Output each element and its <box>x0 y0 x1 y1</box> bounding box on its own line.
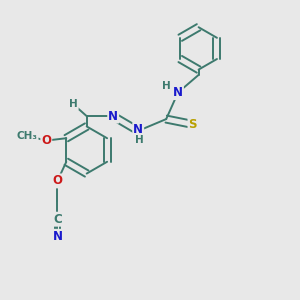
Text: C: C <box>53 213 62 226</box>
Text: N: N <box>52 230 62 243</box>
Text: H: H <box>162 81 171 91</box>
Text: N: N <box>133 123 143 136</box>
Text: N: N <box>108 110 118 123</box>
Text: H: H <box>69 99 78 110</box>
Text: CH₃: CH₃ <box>16 131 38 141</box>
Text: N: N <box>173 86 183 99</box>
Text: S: S <box>188 118 197 131</box>
Text: H: H <box>135 135 144 145</box>
Text: O: O <box>52 174 62 188</box>
Text: O: O <box>41 134 51 147</box>
